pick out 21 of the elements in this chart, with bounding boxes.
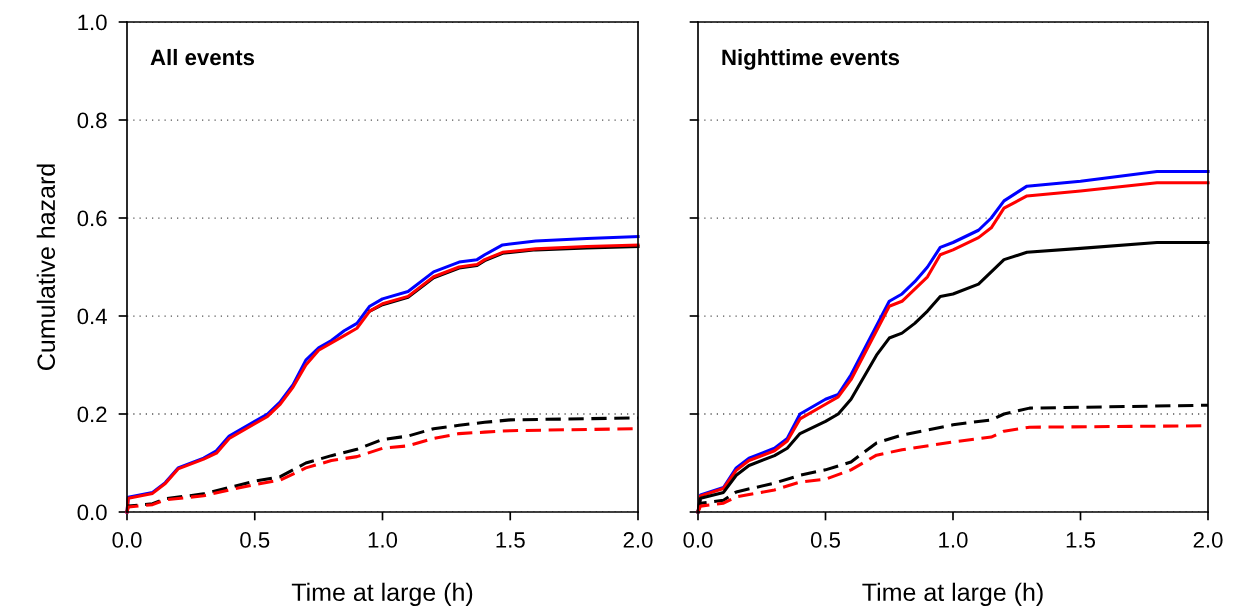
x-tick-label: 1.5	[1066, 532, 1096, 548]
x-tick-label: 0.5	[240, 532, 270, 548]
x-axis-title: Time at large (h)	[291, 582, 473, 607]
y-axis-title: Cumulative hazard	[36, 164, 56, 370]
x-tick-label: 1.0	[939, 532, 968, 548]
text: All events	[150, 48, 255, 66]
y-tick-label: 0.6	[77, 210, 107, 227]
x-tick-label: 0.5	[810, 532, 841, 548]
y-tick-label: 0.0	[77, 504, 107, 521]
y-tick-label: 1.0	[78, 14, 107, 31]
x-tick-label: 1.5	[496, 532, 525, 548]
x-tick-label: 1.0	[368, 532, 398, 548]
x-tick-label: 0.0	[683, 532, 713, 548]
x-axis-title: Time at large (h)	[862, 582, 1043, 607]
y-tick-label: 0.4	[77, 308, 107, 325]
x-tick-label: 2.0	[623, 532, 653, 548]
text: Nighttime events	[722, 48, 900, 70]
x-tick-label: 2.0	[1193, 532, 1223, 548]
y-tick-label: 0.2	[77, 406, 107, 423]
x-tick-label: 0.0	[112, 532, 142, 548]
y-tick-label: 0.8	[77, 112, 107, 129]
